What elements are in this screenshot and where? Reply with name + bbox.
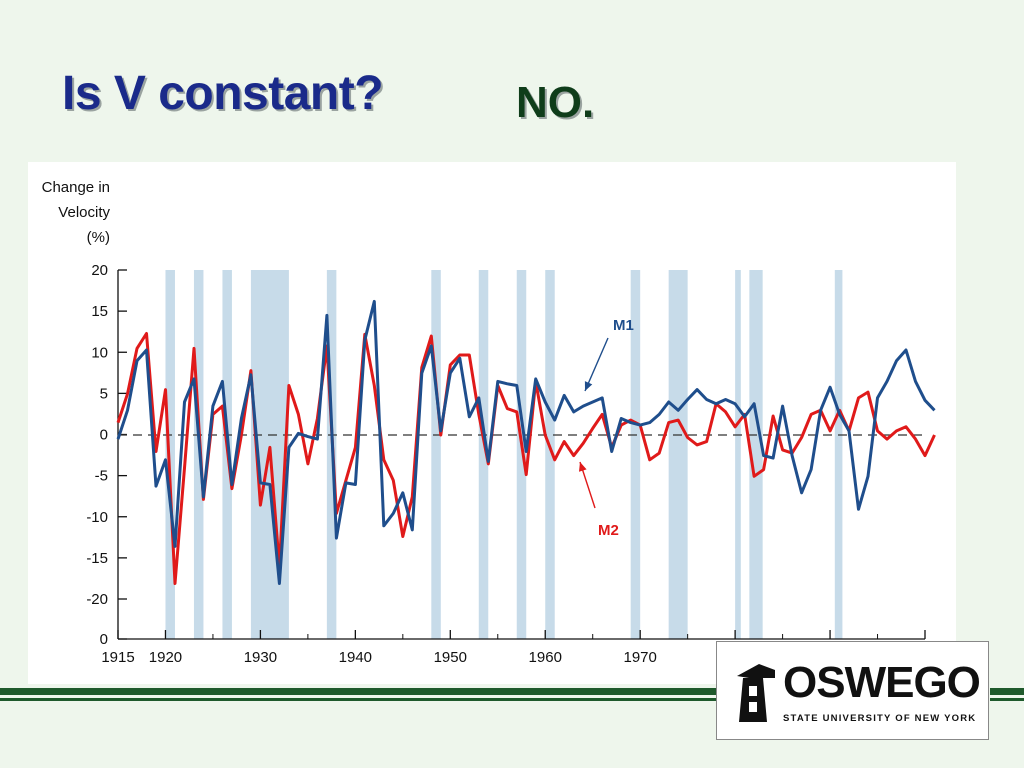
series-line-m1 [116, 299, 936, 585]
footer-rule-bottom [0, 698, 720, 701]
y-tick-label: -5 [95, 468, 108, 485]
logo-subtitle: STATE UNIVERSITY OF NEW YORK [783, 713, 977, 724]
y-tick-label: 0 [100, 427, 108, 444]
x-tick-label: 1960 [529, 649, 562, 666]
series-lines [116, 299, 936, 585]
x-tick-label: 1940 [339, 649, 372, 666]
y-tick-label: -20 [86, 591, 108, 608]
annotation-label-m2: M2 [598, 522, 619, 539]
footer-rule-bottom-right [990, 698, 1024, 701]
recession-bands [165, 270, 843, 639]
recession-band [630, 270, 641, 639]
x-tick-label: 1950 [434, 649, 467, 666]
y-axis-label: Velocity [58, 204, 110, 221]
y-tick-label: 0 [100, 631, 108, 648]
recession-band [431, 270, 441, 639]
y-tick-label: 15 [91, 303, 108, 320]
recession-band [834, 270, 843, 639]
annotation-arrowhead-m2 [578, 462, 587, 472]
oswego-logo: OSWEGO STATE UNIVERSITY OF NEW YORK [716, 641, 989, 740]
y-axis-label: (%) [87, 229, 110, 246]
y-tick-label: 5 [100, 385, 108, 402]
series-annotations: M1 M2 [578, 317, 634, 539]
recession-band [668, 270, 688, 639]
logo-wordmark: OSWEGO [783, 658, 981, 707]
lighthouse-icon [737, 664, 775, 722]
recession-band [735, 270, 741, 639]
y-axis-label: Change in [42, 179, 110, 196]
y-tick-label: -15 [86, 550, 108, 567]
slide-title: Is V constant? [62, 67, 384, 120]
y-tick-label: -10 [86, 509, 108, 526]
x-tick-label: 1930 [244, 649, 277, 666]
chart-panel: Change in Velocity (%) 20 15 10 5 0 -5 -10 -15 -20 0… [28, 162, 956, 684]
x-tick-label: 1920 [149, 649, 182, 666]
annotation-arrow-m1 [584, 337, 609, 392]
slide-answer: NO. [516, 78, 595, 127]
recession-band [749, 270, 763, 639]
velocity-chart: Change in Velocity (%) 20 15 10 5 0 -5 -10 -15 -20 0… [42, 179, 942, 666]
footer-rule-top [0, 688, 720, 695]
x-tick-label: 1915 [101, 649, 134, 666]
y-tick-label: 10 [91, 344, 108, 361]
recession-band [545, 270, 555, 639]
recession-band [165, 270, 175, 639]
x-tick-label: 1970 [623, 649, 656, 666]
y-tick-label: 20 [91, 262, 108, 279]
recession-band [478, 270, 489, 639]
footer-rule-top-right [990, 688, 1024, 695]
annotation-label-m1: M1 [613, 317, 634, 334]
recession-band [516, 270, 527, 639]
annotation-arrowhead-m1 [584, 381, 593, 391]
